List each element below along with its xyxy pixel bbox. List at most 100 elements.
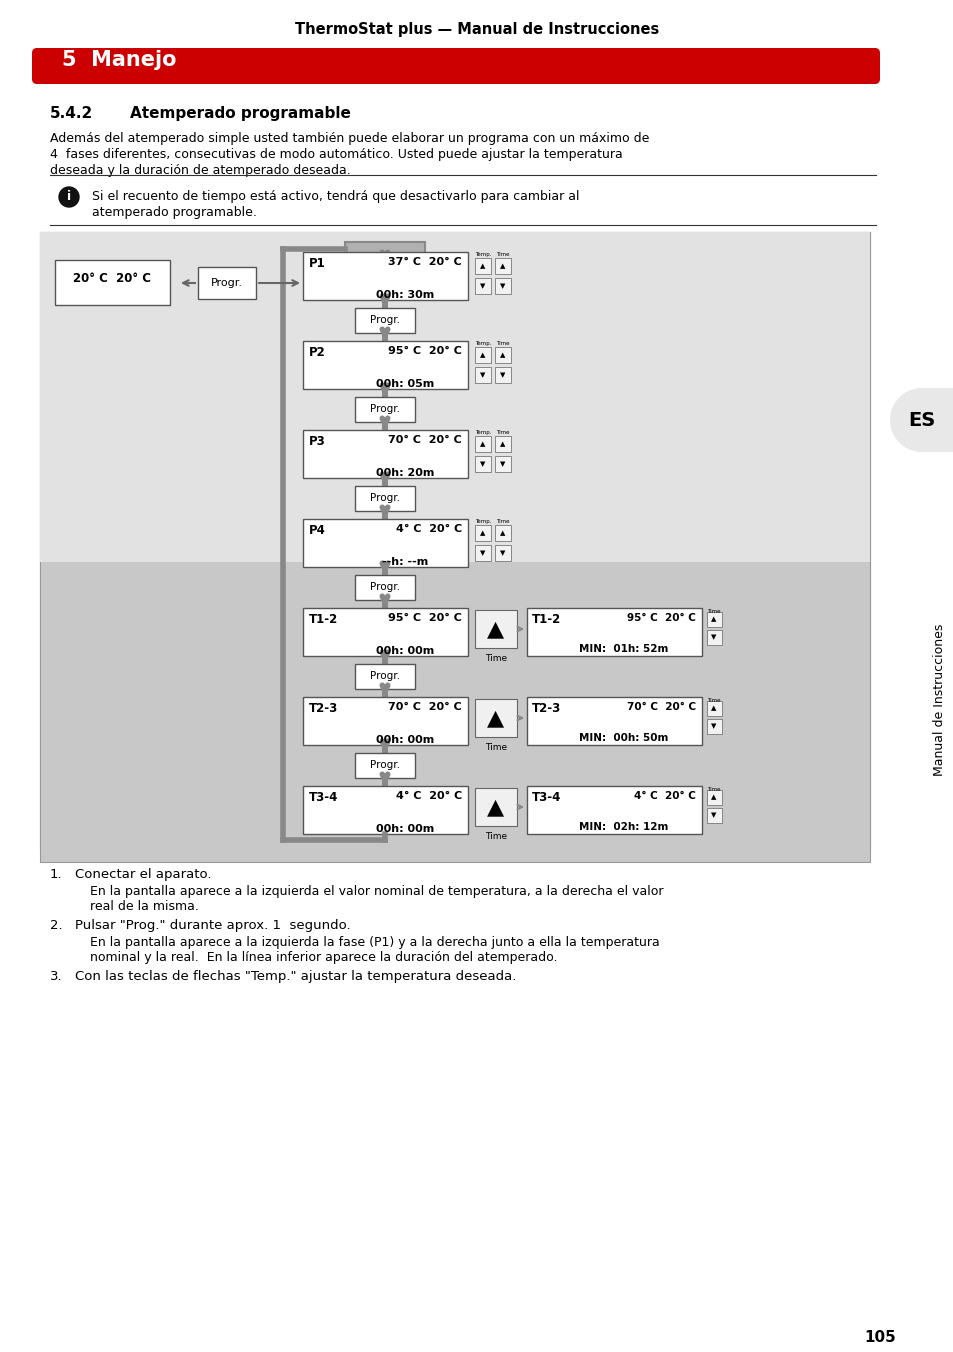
Text: 00h: 00m: 00h: 00m [375, 646, 434, 656]
Text: Time: Time [706, 608, 720, 614]
Bar [526, 698, 701, 745]
Text: deseada y la duración de atemperado deseada.: deseada y la duración de atemperado dese… [50, 164, 351, 177]
Text: Time: Time [496, 341, 509, 346]
Text: P2: P2 [309, 346, 325, 360]
Text: ▲: ▲ [711, 794, 716, 800]
Text: 105: 105 [863, 1330, 895, 1345]
Text: ▲: ▲ [487, 619, 504, 639]
Text: 3.: 3. [50, 969, 63, 983]
Bar [303, 430, 468, 479]
Bar [706, 630, 721, 645]
Bar [495, 366, 511, 383]
Text: Progr.: Progr. [370, 671, 399, 681]
Text: 00h: 00m: 00h: 00m [375, 735, 434, 745]
Bar [475, 545, 491, 561]
Bar [706, 790, 721, 804]
Bar [921, 388, 953, 452]
Bar [355, 575, 415, 600]
Text: ▼: ▼ [479, 550, 485, 556]
Circle shape [889, 388, 953, 452]
Text: ▲: ▲ [711, 617, 716, 622]
Text: T1-2: T1-2 [309, 612, 338, 626]
Text: 4° C  20° C: 4° C 20° C [395, 525, 461, 534]
Text: ▲: ▲ [499, 352, 505, 358]
Bar [303, 608, 468, 656]
Text: 95° C  20° C: 95° C 20° C [626, 612, 696, 623]
Text: Temp.: Temp. [475, 430, 491, 435]
Text: nominal y la real.  En la línea inferior aparece la duración del atemperado.: nominal y la real. En la línea inferior … [90, 950, 557, 964]
Text: MIN:  02h: 12m: MIN: 02h: 12m [578, 822, 668, 831]
Text: Conectar el aparato.: Conectar el aparato. [75, 868, 212, 882]
Text: Time: Time [484, 744, 507, 752]
Text: Time: Time [496, 519, 509, 525]
Text: Time: Time [484, 654, 507, 662]
Text: P1: P1 [309, 257, 325, 270]
Text: Time: Time [706, 698, 720, 703]
Bar [475, 788, 517, 826]
Text: ▼: ▼ [499, 550, 505, 556]
Bar [303, 698, 468, 745]
Text: 00h: 30m: 00h: 30m [375, 289, 434, 300]
Text: ▲: ▲ [711, 704, 716, 711]
Text: 70° C  20° C: 70° C 20° C [388, 702, 461, 713]
Text: ▼: ▼ [711, 634, 716, 639]
Text: Temp.: Temp. [475, 341, 491, 346]
Text: P3: P3 [309, 435, 325, 448]
Text: Progr.: Progr. [370, 493, 399, 503]
Text: Temp.: Temp. [475, 519, 491, 525]
Bar [55, 260, 170, 306]
Bar [706, 719, 721, 734]
Text: Time: Time [706, 787, 720, 792]
Text: Progr.: Progr. [370, 404, 399, 414]
Text: Temp.: Temp. [475, 251, 491, 257]
Bar [475, 699, 517, 737]
Text: ▲: ▲ [479, 441, 485, 448]
Bar [475, 347, 491, 362]
Bar [495, 456, 511, 472]
Text: Atemperado programable: Atemperado programable [130, 105, 351, 120]
Bar [355, 664, 415, 690]
Text: T2-3: T2-3 [309, 702, 338, 715]
Text: ▼: ▼ [499, 283, 505, 289]
Text: Time: Time [496, 430, 509, 435]
Text: atemperado programable.: atemperado programable. [91, 206, 256, 219]
Text: 37° C  20° C: 37° C 20° C [388, 257, 461, 266]
Text: Con las teclas de flechas "Temp." ajustar la temperatura deseada.: Con las teclas de flechas "Temp." ajusta… [75, 969, 516, 983]
Text: ▼: ▼ [479, 372, 485, 379]
Bar [475, 435, 491, 452]
Bar [706, 808, 721, 823]
Text: 95° C  20° C: 95° C 20° C [388, 612, 461, 623]
Bar [495, 435, 511, 452]
Text: 4° C  20° C: 4° C 20° C [395, 791, 461, 800]
Text: T1-2: T1-2 [532, 612, 560, 626]
Bar [475, 366, 491, 383]
Text: Pulsar "Prog." durante aprox. 1  segundo.: Pulsar "Prog." durante aprox. 1 segundo. [75, 919, 351, 932]
Bar [475, 525, 491, 541]
Text: real de la misma.: real de la misma. [90, 900, 198, 913]
Text: ▼: ▼ [499, 461, 505, 466]
Text: P4: P4 [309, 525, 326, 537]
Text: ES: ES [907, 411, 935, 430]
Text: 20° C  20° C: 20° C 20° C [73, 272, 151, 285]
Bar [706, 700, 721, 717]
Text: ThermoStat plus — Manual de Instrucciones: ThermoStat plus — Manual de Instruccione… [294, 22, 659, 37]
Text: 1.: 1. [50, 868, 63, 882]
Bar [355, 485, 415, 511]
Bar [706, 612, 721, 627]
Text: 00h: 00m: 00h: 00m [375, 823, 434, 834]
Bar [198, 266, 255, 299]
Text: 95° C  20° C: 95° C 20° C [388, 346, 461, 356]
Text: Progr.: Progr. [370, 760, 399, 771]
Text: ▲: ▲ [499, 530, 505, 535]
Text: MIN:  00h: 50m: MIN: 00h: 50m [578, 733, 668, 744]
Bar [355, 753, 415, 777]
Bar [303, 251, 468, 300]
Text: En la pantalla aparece a la izquierda la fase (P1) y a la derecha junto a ella l: En la pantalla aparece a la izquierda la… [90, 936, 659, 949]
Bar [475, 610, 517, 648]
Text: ▲: ▲ [487, 708, 504, 727]
Text: Progr.: Progr. [211, 279, 243, 288]
Text: T2-3: T2-3 [532, 702, 560, 715]
Bar [495, 525, 511, 541]
Text: ▲: ▲ [479, 352, 485, 358]
Bar [495, 258, 511, 274]
